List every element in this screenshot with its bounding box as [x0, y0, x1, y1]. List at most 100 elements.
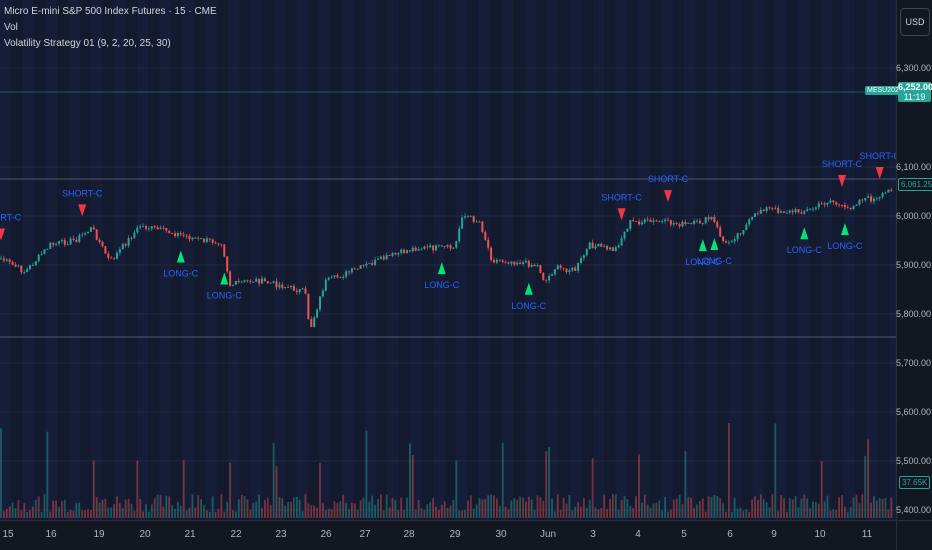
long-signal-arrow — [176, 250, 185, 263]
volume-bar — [5, 509, 8, 518]
candle-body — [568, 270, 571, 273]
volume-bar — [148, 511, 150, 518]
volume-bar — [58, 506, 60, 518]
symbol-legend[interactable]: Micro E-mini S&P 500 Index Futures · 15 … — [4, 6, 217, 17]
candle-body — [649, 219, 652, 222]
price-tick: 5,500.00 — [895, 456, 931, 466]
candle-body — [232, 284, 234, 286]
candle-body — [832, 200, 835, 203]
candle-body — [849, 207, 852, 210]
session-band — [501, 0, 513, 520]
candle-body — [234, 280, 237, 285]
volume-bar — [322, 503, 324, 518]
volume-bar — [252, 502, 255, 518]
price-tick: 6,300.00 — [895, 63, 931, 73]
candle-body — [548, 275, 551, 281]
candle-body — [400, 249, 403, 254]
candle-body — [582, 255, 585, 259]
time-tick: 29 — [449, 529, 461, 540]
volume-bar — [443, 501, 446, 518]
volume-bar — [92, 460, 95, 518]
volume-bar — [809, 508, 811, 518]
session-band — [114, 0, 126, 520]
volume-bar — [580, 506, 582, 518]
candle-body — [182, 234, 185, 236]
volume-bar — [594, 507, 597, 518]
volume-bar — [223, 511, 226, 518]
volume-bar — [72, 510, 75, 518]
candle-body — [417, 249, 420, 251]
volume-bar — [861, 494, 864, 518]
candle-body — [194, 237, 197, 239]
candle-body — [472, 216, 475, 222]
volume-bar — [171, 505, 173, 518]
session-band — [319, 0, 331, 520]
volume-bar — [313, 505, 316, 518]
volume-bar — [336, 502, 339, 518]
candle-body — [89, 227, 92, 232]
volume-bar — [14, 508, 17, 518]
currency-button[interactable]: USD — [900, 8, 930, 36]
time-tick: 4 — [635, 529, 641, 540]
volume-bar — [235, 511, 237, 518]
time-tick: 3 — [590, 529, 596, 540]
candle-body — [823, 203, 826, 205]
volume-bar — [75, 503, 78, 518]
volume-bar — [237, 499, 240, 518]
volume-bar — [667, 511, 669, 518]
volume-bar — [806, 498, 809, 518]
candle-body — [49, 242, 52, 249]
candle-body — [623, 231, 626, 239]
candle-body — [693, 220, 696, 224]
candle-body — [382, 256, 385, 260]
volume-bar — [548, 447, 550, 518]
price-tick: 6,000.00 — [895, 211, 931, 221]
long-signal-label: LONG-C — [163, 269, 199, 279]
candle-body — [243, 280, 246, 282]
candle-body — [435, 245, 437, 251]
volume-bar — [258, 494, 260, 518]
strategy-legend[interactable]: Volatility Strategy 01 (9, 2, 20, 25, 30… — [4, 38, 171, 49]
candle-body — [640, 222, 643, 225]
time-tick: 9 — [771, 529, 777, 540]
volume-bar — [156, 494, 159, 518]
candle-body — [92, 227, 95, 230]
candle-body — [171, 232, 174, 234]
candle-body — [571, 267, 574, 271]
volume-bar — [739, 507, 742, 518]
candle-body — [327, 277, 330, 280]
candle-body — [307, 293, 310, 320]
long-signal-arrow — [710, 238, 719, 251]
candle-body — [501, 260, 504, 262]
time-tick: 23 — [275, 529, 287, 540]
candle-body — [852, 205, 855, 210]
volume-bar — [182, 460, 185, 518]
candle-body — [200, 238, 203, 239]
volume-bar — [687, 497, 690, 518]
candle-body — [814, 207, 817, 209]
volume-bar — [597, 509, 600, 518]
short-signal-arrow — [0, 228, 5, 241]
candle-body — [385, 254, 388, 260]
volume-bar — [565, 503, 568, 518]
long-signal-arrow — [524, 282, 533, 295]
time-axis[interactable]: 15 16 19 20 21 22 23 26 27 28 29 30 Jun … — [0, 520, 896, 550]
volume-bar — [490, 494, 492, 518]
candle-body — [278, 284, 281, 288]
short-signal-arrow — [617, 208, 626, 221]
price-axis[interactable]: 6,300.00 6,100.00 6,000.00 5,900.00 5,80… — [896, 0, 932, 520]
candle-body — [762, 209, 765, 212]
candle-body — [464, 216, 466, 218]
candle-body — [783, 211, 785, 213]
volume-bar — [884, 498, 887, 518]
volume-bar — [220, 494, 223, 518]
candle-body — [319, 296, 321, 310]
candle-body — [26, 269, 29, 273]
volume-legend[interactable]: Vol — [4, 22, 18, 33]
volume-bar — [472, 508, 475, 518]
candle-body — [594, 246, 597, 249]
candle-body — [168, 230, 171, 233]
price-chart-pane[interactable]: SHORT-CSHORT-CLONG-CLONG-CLONG-CLONG-CSH… — [0, 0, 896, 520]
candle-body — [333, 275, 336, 277]
candle-body — [127, 238, 130, 246]
